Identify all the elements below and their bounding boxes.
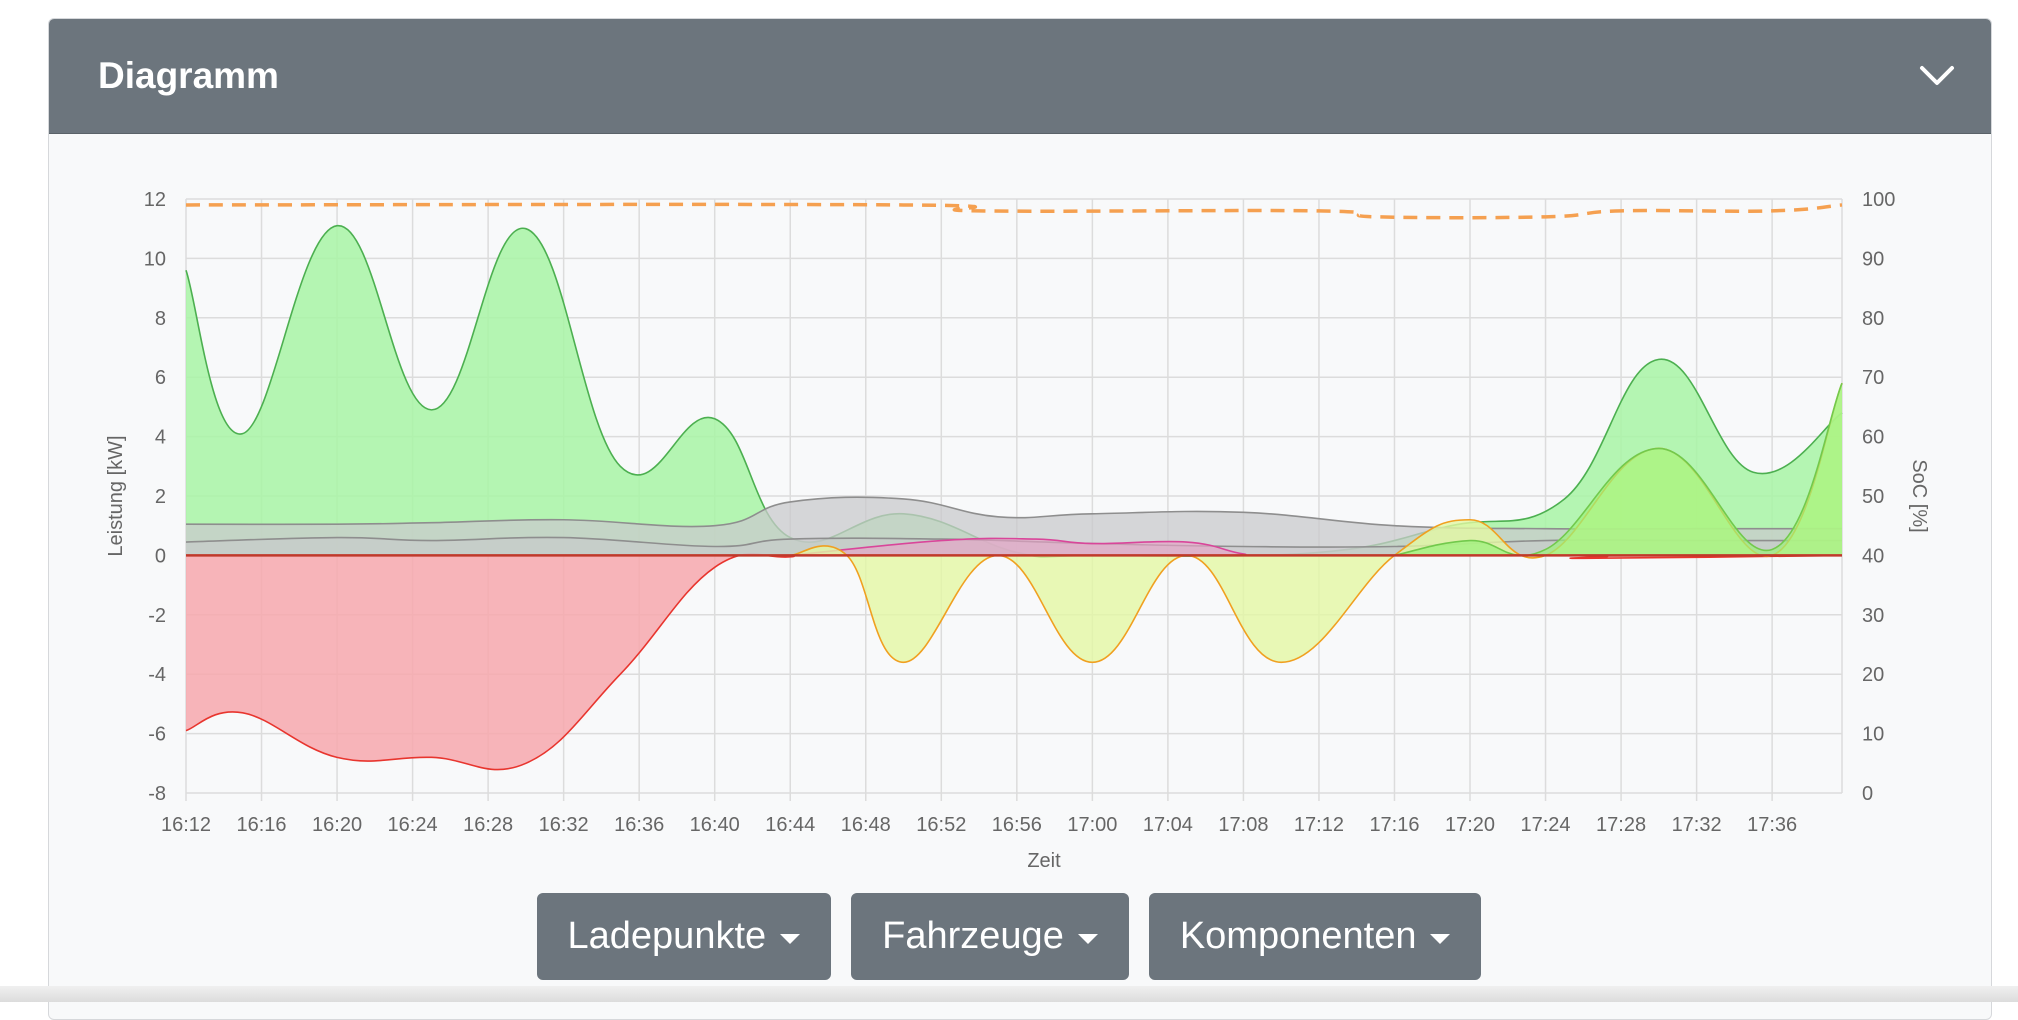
komponenten-label: Komponenten [1179,915,1417,957]
x-tick-label: 16:12 [161,814,211,836]
caret-down-icon [1430,933,1451,944]
series-line-red [185,553,1843,771]
y-tick-label: -8 [148,783,166,805]
x-tick-label: 17:28 [1596,814,1646,836]
series-area-green [186,225,1842,558]
chevron-down-icon[interactable] [1917,56,1957,96]
x-tick-label: 16:48 [841,814,891,836]
y2-tick-label: 90 [1862,248,1884,270]
series-area-yellow [790,383,1843,663]
y-tick-label: 8 [155,308,166,330]
y2-tick-label: 30 [1862,605,1884,627]
x-tick-label: 17:32 [1672,814,1722,836]
y2-tick-label: 60 [1862,427,1884,449]
bottom-scroll-shade [0,986,2018,1002]
x-tick-label: 17:00 [1067,814,1117,836]
x-tick-label: 17:08 [1218,814,1268,836]
card-header[interactable]: Diagramm [49,19,1991,134]
y-tick-label: 0 [155,545,166,567]
caret-down-icon [1077,933,1098,944]
power-chart: 121086420-2-4-6-810090807060504030201001… [105,189,1930,872]
y2-tick-label: 70 [1862,367,1884,389]
ladepunkte-dropdown-button[interactable]: Ladepunkte [536,893,832,980]
y-tick-label: 2 [155,486,166,508]
soc-series-line [185,202,1843,220]
y-tick-label: -2 [148,605,166,627]
fahrzeuge-label: Fahrzeuge [882,915,1064,957]
x-tick-label: 17:24 [1521,814,1571,836]
x-tick-label: 16:36 [614,814,664,836]
series-area-lime [1394,383,1842,556]
y2-tick-label: 20 [1862,664,1884,686]
y-tick-label: 10 [144,248,166,270]
y2-tick-label: 10 [1862,724,1884,746]
x-tick-label: 16:56 [992,814,1042,836]
series-line-lime [1394,382,1843,557]
y-tick-label: -6 [148,724,166,746]
y2-tick-label: 100 [1862,189,1895,211]
series-area-red [186,554,1842,770]
y-tick-label: 6 [155,367,166,389]
y-tick-label: -4 [148,664,166,686]
y-axis-title: Leistung [kW] [105,435,127,556]
y-tick-label: 4 [155,427,166,449]
x-tick-label: 16:40 [690,814,740,836]
x-tick-label: 16:44 [765,814,815,836]
y2-tick-label: 80 [1862,308,1884,330]
fahrzeuge-dropdown-button[interactable]: Fahrzeuge [851,893,1129,980]
series-area-pink [790,538,1843,556]
x-tick-label: 17:16 [1369,814,1419,836]
x-tick-label: 16:32 [539,814,589,836]
x-tick-label: 16:16 [236,814,286,836]
x-tick-label: 17:20 [1445,814,1495,836]
komponenten-dropdown-button[interactable]: Komponenten [1148,893,1482,980]
caret-down-icon [780,933,801,944]
y2-tick-label: 50 [1862,486,1884,508]
y2-tick-label: 0 [1862,783,1873,805]
card-title: Diagramm [98,55,279,96]
x-tick-label: 17:12 [1294,814,1344,836]
filter-button-row: Ladepunkte Fahrzeuge Komponenten [0,893,2018,980]
y2-axis-title: SoC [%] [1908,459,1930,532]
x-tick-label: 16:24 [388,814,438,836]
y2-tick-label: 40 [1862,545,1884,567]
x-axis-title: Zeit [1027,850,1061,872]
y-tick-label: 12 [144,189,166,211]
x-tick-label: 17:36 [1747,814,1797,836]
x-tick-label: 16:28 [463,814,513,836]
x-tick-label: 17:04 [1143,814,1193,836]
x-tick-label: 16:52 [916,814,966,836]
series-line-grey [185,496,1842,530]
ladepunkte-label: Ladepunkte [567,915,767,957]
x-tick-label: 16:20 [312,814,362,836]
